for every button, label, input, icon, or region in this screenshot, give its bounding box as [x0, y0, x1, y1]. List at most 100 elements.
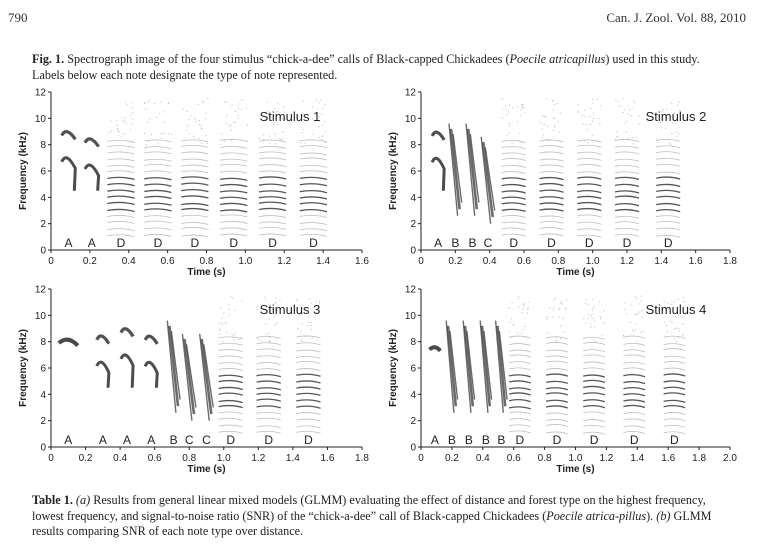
noise-dot	[634, 102, 636, 104]
note-spectrum-d	[181, 98, 209, 238]
noise-dot	[670, 143, 672, 145]
noise-dot	[671, 132, 673, 134]
noise-dot	[672, 117, 674, 120]
noise-dot	[274, 133, 276, 135]
noise-dot	[637, 313, 639, 315]
harmonic-band	[107, 234, 135, 238]
noise-dot	[521, 104, 523, 106]
noise-dot	[666, 331, 669, 333]
noise-dot	[226, 114, 229, 116]
harmonic-band	[614, 164, 640, 168]
noise-dot	[170, 133, 172, 136]
harmonic-band	[296, 355, 321, 359]
harmonic-band	[256, 430, 281, 434]
noise-dot	[228, 304, 230, 306]
noise-dot	[194, 118, 196, 120]
harmonic-band	[219, 177, 248, 182]
noise-dot	[193, 135, 195, 137]
harmonic-band	[144, 195, 172, 200]
harmonic-band	[663, 380, 686, 384]
second-harmonic	[430, 156, 446, 191]
noise-dot	[124, 101, 126, 103]
harmonic-band	[583, 419, 606, 422]
noise-dot	[554, 103, 556, 105]
noise-dot	[562, 317, 564, 319]
noise-dot	[156, 116, 158, 118]
noise-dot	[521, 106, 524, 108]
y-tick-label: 4	[40, 390, 46, 401]
noise-dot	[234, 309, 236, 311]
harmonic-band	[614, 139, 640, 142]
noise-dot	[300, 142, 302, 144]
note-label: B	[497, 433, 505, 447]
note-label: A	[99, 433, 107, 447]
note-label: B	[482, 433, 490, 447]
harmonic-band	[623, 380, 646, 385]
noise-dot	[600, 318, 602, 320]
harmonic-band	[501, 165, 526, 168]
x-tick-label: 0.8	[538, 453, 552, 464]
harmonic-band	[258, 215, 287, 218]
noise-dot	[581, 115, 584, 117]
noise-dot	[265, 299, 267, 301]
harmonic-band	[539, 145, 564, 148]
harmonic-band	[219, 190, 248, 194]
noise-dot	[233, 339, 236, 341]
noise-dot	[187, 125, 189, 127]
harmonic-band	[256, 411, 281, 415]
note-label: B	[451, 236, 459, 250]
noise-dot	[306, 310, 308, 312]
harmonic-band	[539, 220, 564, 224]
harmonic-band	[299, 228, 328, 232]
harmonic-band	[663, 392, 686, 396]
harmonic-band	[539, 182, 564, 187]
note-label: C	[484, 236, 493, 250]
noise-dot	[284, 111, 286, 113]
harmonic-band	[623, 335, 646, 339]
noise-dot	[269, 341, 271, 343]
harmonic-band	[219, 196, 248, 200]
noise-dot	[665, 116, 667, 118]
harmonic-band	[545, 373, 569, 377]
frequency-sweep	[462, 320, 472, 413]
y-tick-label: 10	[35, 114, 47, 125]
noise-dot	[318, 126, 320, 128]
harmonic-band	[545, 392, 569, 396]
noise-dot	[641, 316, 643, 318]
harmonic-band	[181, 176, 209, 180]
noise-dot	[234, 110, 237, 112]
harmonic-band	[256, 380, 281, 384]
harmonic-band	[656, 145, 681, 149]
noise-dot	[124, 120, 126, 122]
harmonic-band	[220, 152, 248, 156]
harmonic-band	[501, 215, 526, 218]
harmonic-band	[663, 405, 686, 409]
noise-dot	[599, 122, 601, 124]
harmonic-band	[614, 203, 640, 207]
panel-title: Stimulus 1	[260, 109, 321, 124]
harmonic-band	[509, 335, 531, 339]
noise-dot	[594, 340, 597, 343]
noise-dot	[552, 99, 555, 101]
noise-dot	[318, 116, 320, 118]
y-tick-label: 4	[40, 193, 46, 204]
harmonic-band	[181, 207, 209, 212]
harmonic-band	[296, 405, 321, 409]
noise-dot	[662, 118, 664, 121]
note-spectrum-b	[445, 320, 459, 413]
noise-dot	[277, 124, 279, 126]
note-spectrum-b	[479, 320, 493, 413]
table-part-a-label: (a)	[75, 493, 91, 507]
table-caption-species: Poecile atrica-pillus	[546, 508, 647, 523]
noise-dot	[205, 134, 207, 137]
harmonic-band	[546, 349, 568, 353]
noise-dot	[159, 112, 161, 114]
noise-dot	[200, 128, 202, 130]
harmonic-band	[583, 424, 606, 428]
noise-dot	[593, 326, 595, 328]
noise-dot	[164, 131, 166, 133]
noise-dot	[556, 340, 558, 342]
y-tick-label: 10	[405, 311, 417, 322]
y-tick-label: 4	[410, 390, 416, 401]
